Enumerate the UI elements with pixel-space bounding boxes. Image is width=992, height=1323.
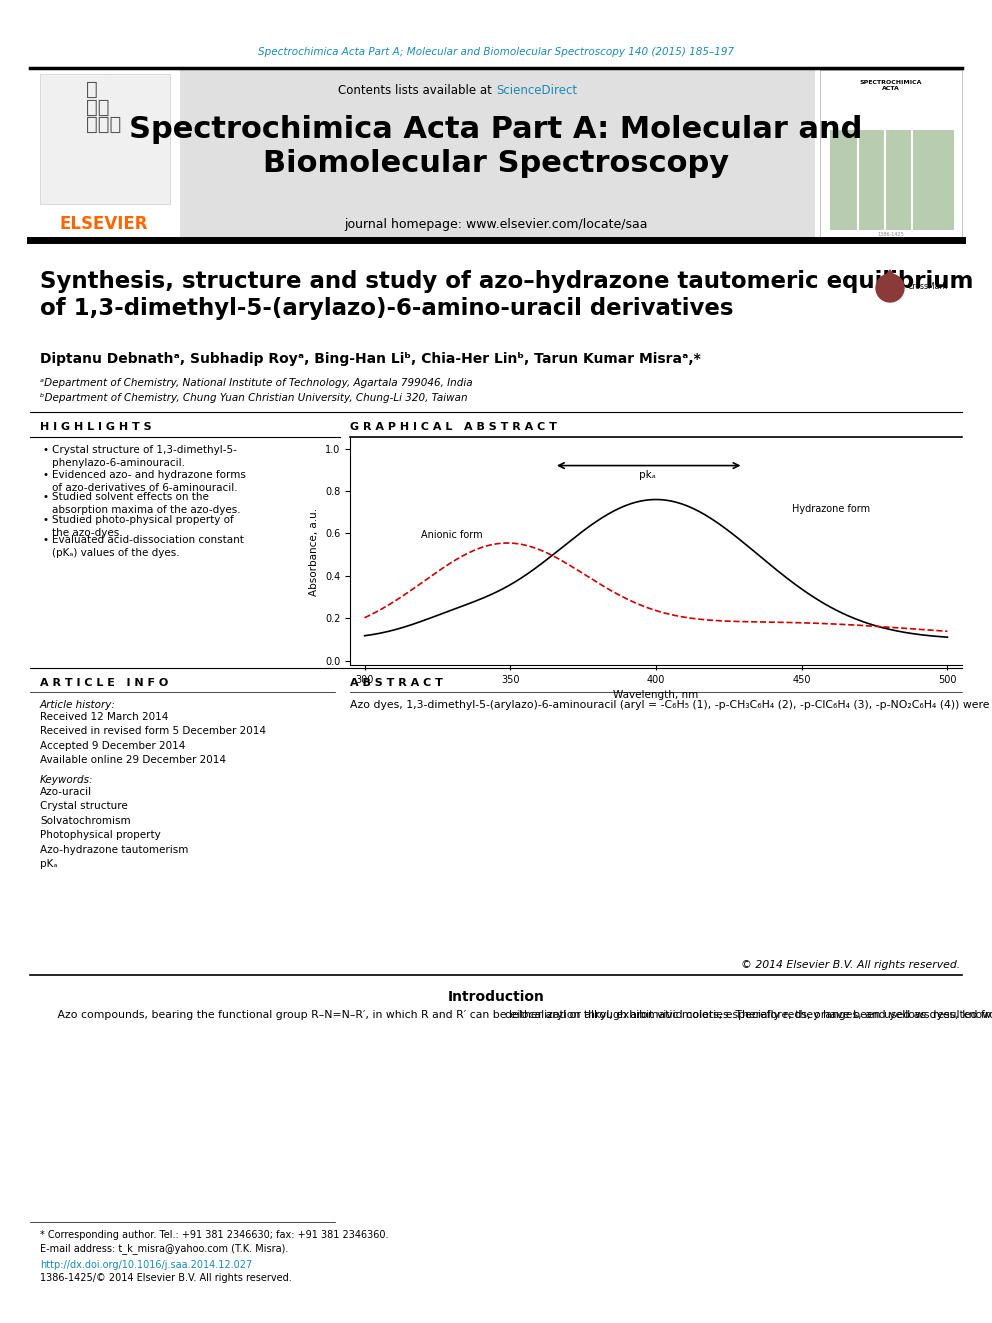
Text: ELSEVIER: ELSEVIER — [60, 216, 148, 233]
Text: Synthesis, structure and study of azo–hydrazone tautomeric equilibrium
of 1,3-di: Synthesis, structure and study of azo–hy… — [40, 270, 973, 320]
Text: SPECTROCHIMICA
ACTA: SPECTROCHIMICA ACTA — [860, 79, 923, 91]
Text: Diptanu Debnathᵃ, Subhadip Royᵃ, Bing-Han Liᵇ, Chia-Her Linᵇ, Tarun Kumar Misraᵃ: Diptanu Debnathᵃ, Subhadip Royᵃ, Bing-Ha… — [40, 352, 700, 366]
Text: Article history:: Article history: — [40, 700, 116, 710]
Text: 1386-1425/© 2014 Elsevier B.V. All rights reserved.: 1386-1425/© 2014 Elsevier B.V. All right… — [40, 1273, 292, 1283]
Bar — [180, 70, 815, 238]
Text: Spectrochimica Acta Part A; Molecular and Biomolecular Spectroscopy 140 (2015) 1: Spectrochimica Acta Part A; Molecular an… — [258, 48, 734, 57]
Text: journal homepage: www.elsevier.com/locate/saa: journal homepage: www.elsevier.com/locat… — [344, 218, 648, 232]
Text: A B S T R A C T: A B S T R A C T — [350, 677, 442, 688]
Text: Hydrazone form: Hydrazone form — [792, 504, 870, 515]
Text: E-mail address: t_k_misra@yahoo.com (T.K. Misra).: E-mail address: t_k_misra@yahoo.com (T.K… — [40, 1244, 289, 1254]
Text: Anionic form: Anionic form — [422, 529, 483, 540]
Text: Evaluated acid-dissociation constant
(pKₐ) values of the dyes.: Evaluated acid-dissociation constant (pK… — [52, 534, 244, 558]
Text: Studied solvent effects on the
absorption maxima of the azo-dyes.: Studied solvent effects on the absorptio… — [52, 492, 241, 515]
Text: ᵃDepartment of Chemistry, National Institute of Technology, Agartala 799046, Ind: ᵃDepartment of Chemistry, National Insti… — [40, 378, 472, 388]
Text: Received 12 March 2014
Received in revised form 5 December 2014
Accepted 9 Decem: Received 12 March 2014 Received in revis… — [40, 712, 266, 765]
Text: G R A P H I C A L   A B S T R A C T: G R A P H I C A L A B S T R A C T — [350, 422, 557, 433]
Y-axis label: Absorbance, a.u.: Absorbance, a.u. — [310, 508, 319, 595]
Text: * Corresponding author. Tel.: +91 381 2346630; fax: +91 381 2346360.: * Corresponding author. Tel.: +91 381 23… — [40, 1230, 389, 1240]
Bar — [30, 70, 178, 238]
Text: Contents lists available at: Contents lists available at — [338, 83, 496, 97]
Circle shape — [876, 274, 904, 302]
Text: delocalization through aromatic moieties. Therefore, they have been used as dyes: delocalization through aromatic moieties… — [505, 1009, 992, 1020]
Text: CrossMark: CrossMark — [908, 282, 948, 291]
Text: http://dx.doi.org/10.1016/j.saa.2014.12.027: http://dx.doi.org/10.1016/j.saa.2014.12.… — [40, 1259, 252, 1270]
Text: A R T I C L E   I N F O: A R T I C L E I N F O — [40, 677, 169, 688]
Text: 🌲
🌲🌲
🌲🌲🌲: 🌲 🌲🌲 🌲🌲🌲 — [86, 79, 122, 134]
X-axis label: Wavelength, nm: Wavelength, nm — [613, 691, 698, 700]
Text: Azo dyes, 1,3-dimethyl-5-(arylazo)-6-aminouracil (aryl = -C₆H₅ (1), -p-CH₃C₆H₄ (: Azo dyes, 1,3-dimethyl-5-(arylazo)-6-ami… — [350, 700, 992, 710]
Text: •: • — [42, 470, 48, 480]
Text: •: • — [42, 534, 48, 545]
Text: © 2014 Elsevier B.V. All rights reserved.: © 2014 Elsevier B.V. All rights reserved… — [741, 960, 960, 970]
Text: Crystal structure of 1,3-dimethyl-5-
phenylazo-6-aminouracil.: Crystal structure of 1,3-dimethyl-5- phe… — [52, 445, 237, 468]
Text: •: • — [42, 445, 48, 455]
Text: Azo-uracil
Crystal structure
Solvatochromism
Photophysical property
Azo-hydrazon: Azo-uracil Crystal structure Solvatochro… — [40, 787, 188, 869]
Text: Introduction: Introduction — [447, 990, 545, 1004]
Text: 1386-1425: 1386-1425 — [878, 232, 905, 237]
Bar — [830, 130, 954, 230]
Bar — [40, 74, 170, 204]
Text: Keywords:: Keywords: — [40, 775, 93, 785]
Text: •: • — [42, 492, 48, 501]
Text: ScienceDirect: ScienceDirect — [496, 83, 577, 97]
Polygon shape — [880, 270, 900, 284]
Text: Azo compounds, bearing the functional group R–N=N–R′, in which R and R′ can be e: Azo compounds, bearing the functional gr… — [40, 1009, 992, 1020]
Bar — [820, 70, 962, 238]
Text: •: • — [42, 515, 48, 525]
Text: Spectrochimica Acta Part A: Molecular and
Biomolecular Spectroscopy: Spectrochimica Acta Part A: Molecular an… — [129, 115, 863, 177]
Text: Studied photo-physical property of
the azo-dyes.: Studied photo-physical property of the a… — [52, 515, 234, 538]
Text: Evidenced azo- and hydrazone forms
of azo-derivatives of 6-aminouracil.: Evidenced azo- and hydrazone forms of az… — [52, 470, 246, 493]
Text: H I G H L I G H T S: H I G H L I G H T S — [40, 422, 152, 433]
Text: ᵇDepartment of Chemistry, Chung Yuan Christian University, Chung-Li 320, Taiwan: ᵇDepartment of Chemistry, Chung Yuan Chr… — [40, 393, 467, 404]
Text: pkₐ: pkₐ — [639, 470, 656, 480]
